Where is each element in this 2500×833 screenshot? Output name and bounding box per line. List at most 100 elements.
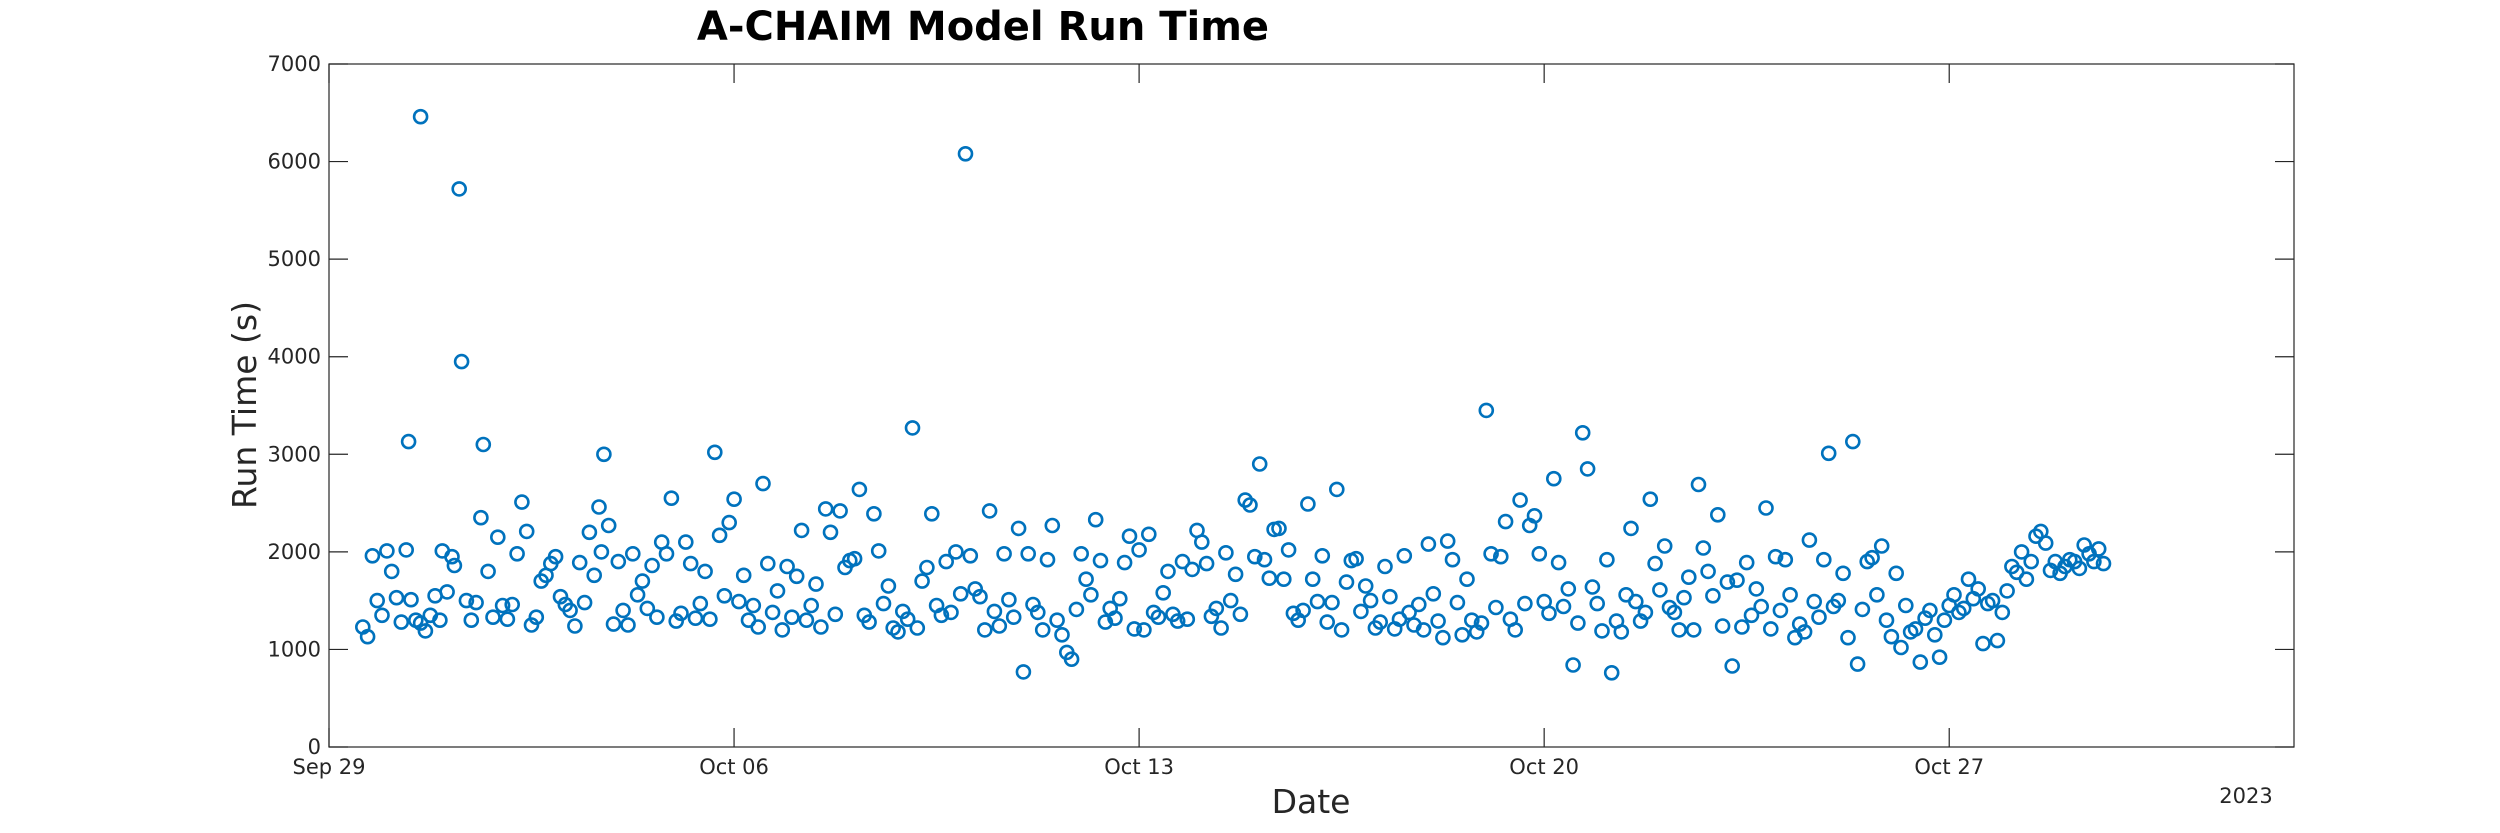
data-point [986, 603, 1003, 620]
data-point [1835, 565, 1851, 582]
data-point [1319, 614, 1335, 630]
data-point [1758, 500, 1774, 516]
data-point [827, 606, 844, 623]
data-point [938, 553, 955, 570]
data-point [933, 607, 950, 624]
data-point [412, 108, 429, 125]
data-point [1497, 513, 1514, 530]
data-point [1936, 612, 1953, 629]
data-point [952, 585, 969, 602]
data-point [509, 545, 525, 562]
data-point [439, 584, 455, 600]
data-point [1888, 565, 1904, 582]
data-point [475, 436, 492, 453]
data-point [1628, 593, 1644, 610]
data-point [1772, 602, 1789, 619]
data-point [1820, 445, 1837, 462]
data-point [1054, 626, 1070, 643]
data-point [1493, 548, 1509, 565]
data-point [1570, 615, 1586, 631]
data-point [798, 612, 815, 629]
data-point [673, 605, 689, 622]
data-point [1791, 616, 1808, 632]
data-point [967, 581, 984, 597]
data-point [446, 557, 463, 574]
data-point [480, 563, 496, 580]
data-point [605, 616, 622, 632]
data-point [1681, 569, 1697, 586]
data-point [996, 545, 1012, 562]
data-point [458, 592, 475, 609]
data-point [1488, 599, 1504, 616]
data-point [1203, 608, 1220, 625]
data-point [1184, 561, 1200, 578]
data-point [1565, 657, 1581, 673]
data-point [1107, 610, 1123, 627]
y-tick-label: 0 [308, 735, 321, 759]
data-point [972, 588, 988, 605]
data-point [620, 617, 636, 633]
data-point [1242, 497, 1258, 513]
data-point [1806, 593, 1822, 610]
data-point [1005, 609, 1022, 626]
data-point [1329, 481, 1345, 498]
data-point [750, 619, 767, 635]
data-point [1174, 553, 1191, 570]
data-point [1753, 598, 1769, 615]
data-point [991, 618, 1008, 634]
data-point [1208, 600, 1225, 617]
data-point [668, 613, 685, 629]
data-point [383, 563, 400, 580]
data-point [745, 597, 762, 614]
data-point [1637, 604, 1654, 621]
data-point [1517, 595, 1533, 612]
data-point [711, 527, 728, 544]
data-point [1599, 551, 1615, 568]
data-point [1946, 586, 1962, 603]
data-point [774, 622, 791, 638]
x-tick-label: Oct 20 [1509, 755, 1579, 779]
data-point [398, 542, 415, 558]
plot-area [328, 63, 2295, 748]
data-point [1512, 492, 1528, 508]
data-point [1705, 587, 1721, 604]
data-point [663, 490, 680, 507]
data-point [658, 545, 675, 562]
data-point [2037, 535, 2054, 551]
data-point [1309, 593, 1326, 610]
data-point [518, 523, 535, 540]
data-point [726, 491, 742, 508]
data-point [1546, 470, 1562, 487]
data-point [1179, 611, 1196, 628]
data-point [1574, 424, 1591, 441]
data-point [547, 548, 564, 565]
data-point [1261, 570, 1278, 587]
data-point [1652, 582, 1668, 598]
data-point [1975, 635, 1991, 652]
data-point [2071, 560, 2088, 577]
y-axis: 0 1000 2000 3000 4000 5000 6000 7000 [268, 52, 2294, 759]
data-point [923, 505, 940, 522]
y-tick-label: 7000 [268, 52, 321, 76]
data-point [1671, 622, 1687, 638]
data-point [576, 594, 593, 611]
data-point [1796, 624, 1813, 640]
data-point [1251, 456, 1268, 472]
data-point [451, 181, 468, 197]
data-point [784, 609, 800, 626]
data-point [468, 594, 484, 611]
data-point [1304, 571, 1321, 588]
data-point [1917, 610, 1933, 627]
data-point [629, 586, 646, 603]
data-point [716, 587, 733, 604]
data-point [571, 554, 588, 571]
y-axis-label: Run Time (s) [225, 301, 264, 509]
data-point [1830, 592, 1847, 609]
data-point [1411, 596, 1427, 613]
data-point [1121, 528, 1138, 545]
data-point [1840, 629, 1856, 646]
data-point [1656, 538, 1673, 554]
data-point [444, 548, 460, 565]
data-point [1883, 628, 1900, 645]
data-point [639, 600, 656, 617]
